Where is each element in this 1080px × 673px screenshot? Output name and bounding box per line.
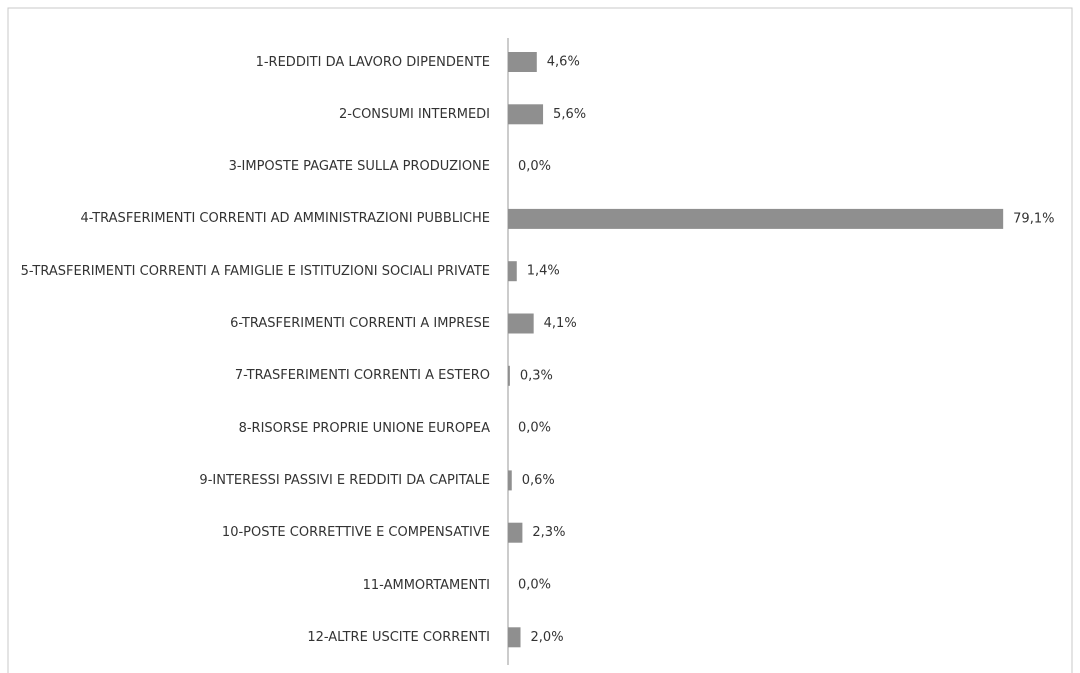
category-text: 5-TRASFERIMENTI CORRENTI A FAMIGLIE E IS… xyxy=(20,263,490,279)
chart-frame xyxy=(7,7,1073,673)
category-text: 12-ALTRE USCITE CORRENTI xyxy=(307,629,490,645)
category-text: 8-RISORSE PROPRIE UNIONE EUROPEA xyxy=(238,420,490,436)
category-label: 7-TRASFERIMENTI CORRENTI A ESTERO xyxy=(10,351,490,401)
category-text: 2-CONSUMI INTERMEDI xyxy=(339,106,490,122)
value-label: 4,1% xyxy=(544,316,577,331)
value-label: 1,4% xyxy=(527,264,560,279)
category-label: 4-TRASFERIMENTI CORRENTI AD AMMINISTRAZI… xyxy=(10,194,490,244)
category-label: 6-TRASFERIMENTI CORRENTI A IMPRESE xyxy=(10,299,490,349)
category-label: 12-ALTRE USCITE CORRENTI xyxy=(10,612,490,662)
category-text: 11-AMMORTAMENTI xyxy=(362,577,490,593)
bar xyxy=(508,627,521,648)
value-label: 0,0% xyxy=(518,159,551,174)
bar xyxy=(508,52,537,72)
value-label: 2,3% xyxy=(532,525,565,540)
value-label: 2,0% xyxy=(531,630,564,645)
value-label: 0,0% xyxy=(518,421,551,436)
category-text: 10-POSTE CORRETTIVE E COMPENSATIVE xyxy=(221,525,490,541)
category-text: 7-TRASFERIMENTI CORRENTI A ESTERO xyxy=(234,368,490,384)
category-label: 9-INTERESSI PASSIVI E REDDITI DA CAPITAL… xyxy=(10,455,490,505)
bar xyxy=(508,365,510,386)
category-text: 3-IMPOSTE PAGATE SULLA PRODUZIONE xyxy=(228,159,490,175)
category-label: 10-POSTE CORRETTIVE E COMPENSATIVE xyxy=(10,508,490,558)
value-label: 0,0% xyxy=(518,578,551,593)
category-label: 2-CONSUMI INTERMEDI xyxy=(10,89,490,139)
value-label: 0,6% xyxy=(522,473,555,488)
category-label: 11-AMMORTAMENTI xyxy=(10,560,490,610)
category-text: 9-INTERESSI PASSIVI E REDDITI DA CAPITAL… xyxy=(199,472,490,488)
bar xyxy=(508,522,523,543)
bar xyxy=(508,470,512,491)
category-text: 4-TRASFERIMENTI CORRENTI AD AMMINISTRAZI… xyxy=(80,211,490,227)
category-text: 6-TRASFERIMENTI CORRENTI A IMPRESE xyxy=(230,316,490,331)
category-text: 1-REDDITI DA LAVORO DIPENDENTE xyxy=(255,54,490,70)
value-label: 0,3% xyxy=(520,368,553,383)
value-label: 4,6% xyxy=(547,55,580,70)
category-label: 5-TRASFERIMENTI CORRENTI A FAMIGLIE E IS… xyxy=(10,246,490,296)
bar xyxy=(508,208,1004,229)
category-label: 3-IMPOSTE PAGATE SULLA PRODUZIONE xyxy=(10,142,490,192)
category-label: 1-REDDITI DA LAVORO DIPENDENTE xyxy=(10,37,490,87)
bar xyxy=(508,261,517,282)
bar xyxy=(508,104,544,125)
value-label: 5,6% xyxy=(553,107,586,122)
bar xyxy=(508,313,534,334)
value-label: 79,1% xyxy=(1013,211,1054,226)
category-label: 8-RISORSE PROPRIE UNIONE EUROPEA xyxy=(10,403,490,453)
